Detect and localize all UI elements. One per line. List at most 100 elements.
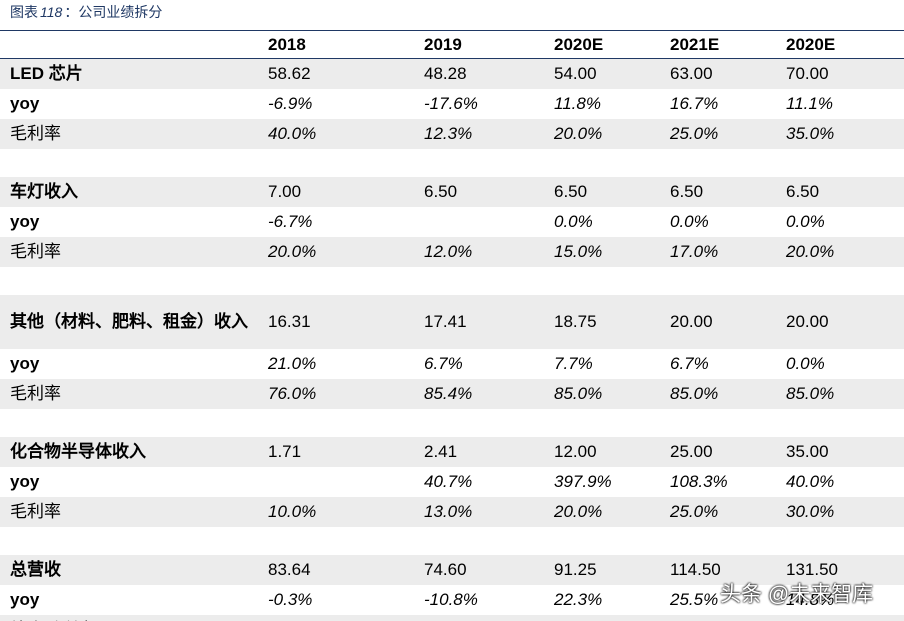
value-cell: 0.0% (786, 354, 825, 373)
value-cell: 0.0% (786, 212, 825, 231)
value-cell: 63.00 (670, 64, 713, 83)
value-cell (418, 207, 548, 237)
value-cell: 44.7% (262, 615, 418, 621)
value-cell: 85.0% (554, 384, 603, 403)
value-cell: 0.0% (554, 212, 593, 231)
value-cell: 12.0% (424, 242, 473, 261)
table-row: 化合物半导体收入 1.71 2.41 12.00 25.00 35.00 (0, 437, 904, 467)
watermark: 头条 @未来智库 (720, 583, 874, 606)
row-label: 毛利率 (10, 124, 61, 143)
value-cell: 7.00 (268, 182, 302, 201)
table-row: 毛利率 40.0% 12.3% 20.0% 25.0% 35.0% (0, 119, 904, 149)
table-row: yoy -6.9% -17.6% 11.8% 16.7% 11.1% (0, 89, 904, 119)
row-label: LED 芯片 (10, 64, 83, 83)
table-row: 其他（材料、肥料、租金）收入 16.31 17.41 18.75 20.00 20.00 (0, 295, 904, 349)
value-cell: -6.7% (268, 212, 313, 231)
value-cell: 16.7% (670, 94, 719, 113)
value-cell: 17.41 (424, 312, 467, 331)
results-table: 2018 2019 2020E 2021E 2020E LED 芯片 58.62 48.28… (0, 30, 904, 621)
value-cell: 35.0% (664, 615, 780, 621)
value-cell: 85.0% (670, 384, 719, 403)
value-cell: -17.6% (424, 94, 478, 113)
row-label: 其他（材料、肥料、租金）收入 (10, 312, 248, 331)
value-cell: 397.9% (554, 472, 612, 491)
value-cell: 74.60 (424, 560, 467, 579)
table-row: 毛利率 10.0% 13.0% 20.0% 25.0% 30.0% (0, 497, 904, 527)
caption-suffix: ：公司业绩拆分 (64, 4, 163, 20)
value-cell: 20.0% (554, 124, 603, 143)
value-cell: 58.62 (268, 64, 311, 83)
header-row: 2018 2019 2020E 2021E 2020E (0, 30, 904, 59)
value-cell: 76.0% (268, 384, 317, 403)
row-label: yoy (10, 212, 40, 231)
table-row: LED 芯片 58.62 48.28 54.00 63.00 70.00 (0, 58, 904, 89)
table-row: 毛利率 76.0% 85.4% 85.0% 85.0% 85.0% (0, 379, 904, 409)
value-cell: 35.00 (786, 442, 829, 461)
value-cell: 40.0% (786, 472, 835, 491)
value-cell: 35.0% (786, 124, 835, 143)
value-cell: 6.50 (424, 182, 458, 201)
header-cell: 2019 (424, 34, 462, 54)
value-cell: 40.5% (780, 615, 904, 621)
value-cell: 25.0% (670, 124, 719, 143)
table-row: 车灯收入 7.00 6.50 6.50 6.50 6.50 (0, 177, 904, 207)
row-label: yoy (10, 354, 40, 373)
value-cell: 85.4% (424, 384, 473, 403)
value-cell: 114.50 (670, 560, 721, 579)
caption-prefix: 图表 (10, 4, 38, 20)
value-cell (262, 467, 418, 497)
value-cell: 0.0% (670, 212, 709, 231)
value-cell: 40.0% (268, 124, 317, 143)
value-cell: 6.7% (424, 354, 463, 373)
value-cell: 70.00 (786, 64, 829, 83)
value-cell: 85.0% (786, 384, 835, 403)
caption: 图表 118 ：公司业绩拆分 (10, 2, 162, 22)
value-cell: 16.31 (268, 312, 311, 331)
value-cell: 30.0% (786, 502, 835, 521)
header-cell: 2020E (554, 34, 604, 54)
value-cell: 20.0% (786, 242, 835, 261)
table-row: 毛利率 20.0% 12.0% 15.0% 17.0% 20.0% (0, 237, 904, 267)
value-cell: 91.25 (554, 560, 597, 579)
value-cell: 15.0% (554, 242, 603, 261)
value-cell: 20.0% (554, 502, 603, 521)
header-cell: 2018 (268, 34, 306, 54)
table-row: 综合毛利率44.7%29.4%33.0%35.0%40.5% (0, 615, 904, 621)
value-cell: 11.8% (554, 94, 601, 113)
spacer-cell (0, 149, 904, 177)
value-cell: 54.00 (554, 64, 597, 83)
spacer-cell (0, 267, 904, 295)
value-cell: 21.0% (268, 354, 317, 373)
value-cell: 29.4% (418, 615, 548, 621)
row-label: 总营收 (10, 560, 61, 579)
value-cell: 18.75 (554, 312, 597, 331)
value-cell: 25.0% (670, 502, 719, 521)
value-cell: -10.8% (424, 590, 478, 609)
value-cell: 12.3% (424, 124, 473, 143)
row-label: 毛利率 (10, 502, 61, 521)
value-cell: 1.71 (268, 442, 302, 461)
table-row: yoy 21.0% 6.7% 7.7% 6.7% 0.0% (0, 349, 904, 379)
caption-number: 118 (40, 4, 63, 20)
value-cell: -0.3% (268, 590, 313, 609)
row-label: yoy (10, 94, 40, 113)
spacer-row (0, 527, 904, 555)
spacer-cell (0, 527, 904, 555)
value-cell: 6.50 (554, 182, 588, 201)
value-cell: -6.9% (268, 94, 313, 113)
row-label: yoy (10, 590, 40, 609)
value-cell: 6.50 (670, 182, 704, 201)
value-cell: 25.5% (670, 590, 719, 609)
value-cell: 83.64 (268, 560, 311, 579)
value-cell: 22.3% (554, 590, 603, 609)
value-cell: 131.50 (786, 560, 838, 579)
row-label: yoy (10, 472, 40, 491)
value-cell: 20.00 (670, 312, 713, 331)
spacer-row (0, 267, 904, 295)
row-label: 车灯收入 (10, 182, 78, 201)
value-cell: 6.50 (786, 182, 820, 201)
table-row: yoy 40.7% 397.9% 108.3% 40.0% (0, 467, 904, 497)
header-cell: 2020E (786, 34, 836, 54)
header-corner (0, 31, 262, 59)
row-label: 毛利率 (10, 242, 61, 261)
